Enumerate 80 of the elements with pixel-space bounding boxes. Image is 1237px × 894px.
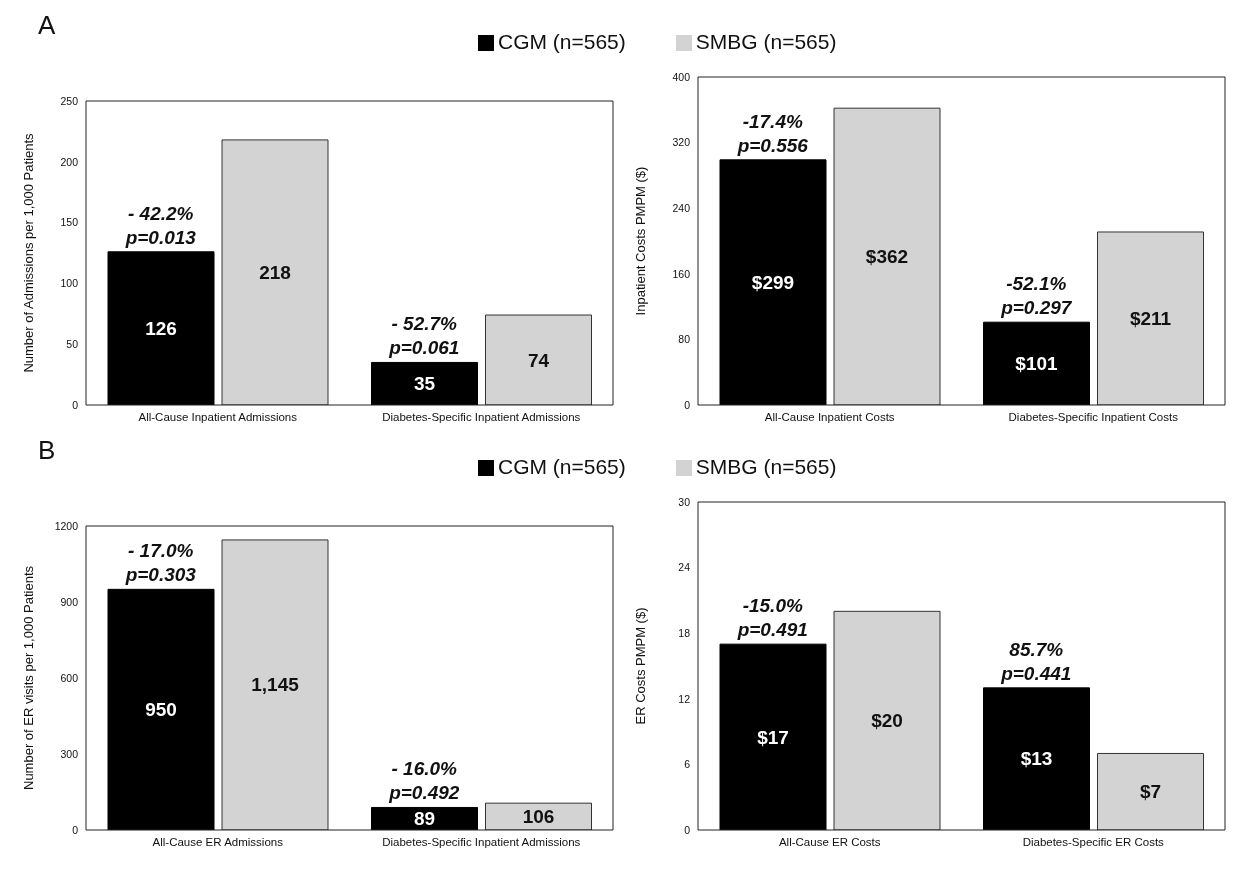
y-tick-label: 300	[60, 747, 79, 760]
y-tick-label: 100	[60, 277, 79, 290]
data-label: $13	[1020, 748, 1053, 770]
data-label: 106	[522, 806, 555, 828]
legend-label: SMBG (n=565)	[695, 30, 837, 53]
bar	[221, 539, 329, 830]
bar	[485, 802, 592, 830]
y-tick-label: 600	[60, 671, 79, 684]
annotation: -17.4% p=0.556	[736, 110, 809, 156]
y-tick-label: 0	[72, 398, 79, 411]
y-tick-label: 0	[684, 398, 691, 411]
y-tick-label: 160	[672, 267, 691, 280]
annotation: -15.0% p=0.491	[736, 595, 808, 641]
bar	[719, 643, 827, 830]
y-tick-label: 18	[678, 626, 691, 639]
y-tick-label: 150	[60, 216, 79, 229]
bar	[371, 361, 478, 405]
chart-title: B	[38, 435, 56, 466]
y-tick-label: 50	[66, 337, 79, 350]
bar	[107, 588, 215, 830]
legend-label: CGM (n=565)	[498, 455, 626, 478]
bar	[833, 107, 941, 405]
x-tick-label: Diabetes-Specific ER Costs	[1022, 836, 1165, 849]
data-label: 1,145	[251, 674, 300, 696]
x-tick-label: All-Cause ER Admissions	[152, 836, 284, 849]
y-tick-label: 250	[60, 94, 79, 107]
x-tick-label: All-Cause Inpatient Costs	[764, 411, 895, 424]
data-label: $362	[865, 246, 909, 268]
annotation: - 17.0% p=0.303	[124, 540, 197, 586]
bar	[1097, 231, 1204, 405]
bar	[833, 610, 941, 830]
data-label: $211	[1129, 307, 1172, 329]
bar	[107, 251, 215, 405]
data-label: 74	[527, 349, 550, 371]
data-label: 218	[259, 261, 291, 283]
y-tick-label: 200	[60, 155, 79, 168]
annotation: 85.7% p=0.441	[1000, 638, 1072, 684]
data-label: 89	[413, 808, 436, 830]
y-axis-title: Number of ER visits per 1,000 Patients	[20, 565, 36, 790]
y-tick-label: 320	[672, 136, 691, 149]
y-axis-title: Number of Admissions per 1,000 Patients	[20, 132, 36, 373]
y-tick-label: 240	[672, 201, 691, 214]
bar	[983, 687, 1090, 830]
bar	[1097, 752, 1204, 830]
data-label: $299	[751, 271, 795, 293]
y-tick-label: 30	[678, 495, 691, 508]
chart-title: A	[38, 10, 56, 41]
legend-label: SMBG (n=565)	[695, 455, 837, 478]
data-label: $17	[757, 726, 789, 748]
y-tick-label: 6	[684, 758, 691, 771]
data-label: 35	[413, 373, 436, 395]
bar	[485, 314, 592, 405]
x-tick-label: Diabetes-Specific Inpatient Costs	[1008, 411, 1179, 424]
x-tick-label: All-Cause Inpatient Admissions	[138, 411, 298, 424]
y-tick-label: 400	[672, 70, 691, 83]
y-tick-label: 0	[72, 823, 79, 836]
data-label: 950	[145, 699, 177, 721]
x-tick-label: All-Cause ER Costs	[778, 836, 881, 849]
bar	[221, 139, 329, 405]
annotation: - 52.7% p=0.061	[388, 313, 460, 359]
y-tick-label: 900	[60, 595, 79, 608]
data-label: $7	[1139, 781, 1162, 803]
legend-label: CGM (n=565)	[498, 30, 626, 53]
annotation: - 16.0% p=0.492	[388, 758, 460, 804]
y-tick-label: 1200	[54, 519, 79, 532]
bar	[719, 159, 827, 405]
data-label: $20	[871, 710, 903, 732]
y-tick-label: 80	[678, 333, 691, 346]
x-tick-label: Diabetes-Specific Inpatient Admissions	[382, 836, 581, 849]
data-label: $101	[1015, 353, 1059, 375]
y-tick-label: 0	[684, 823, 691, 836]
y-tick-label: 24	[678, 561, 691, 574]
annotation: -52.1% p=0.297	[1000, 273, 1073, 319]
x-tick-label: Diabetes-Specific Inpatient Admissions	[382, 411, 581, 424]
data-label: 126	[145, 317, 177, 339]
y-axis-title: ER Costs PMPM ($)	[632, 607, 648, 725]
y-tick-label: 12	[678, 692, 691, 705]
y-axis-title: Inpatient Costs PMPM ($)	[632, 166, 648, 316]
annotation: - 42.2% p=0.013	[124, 202, 197, 248]
bar	[983, 321, 1090, 405]
